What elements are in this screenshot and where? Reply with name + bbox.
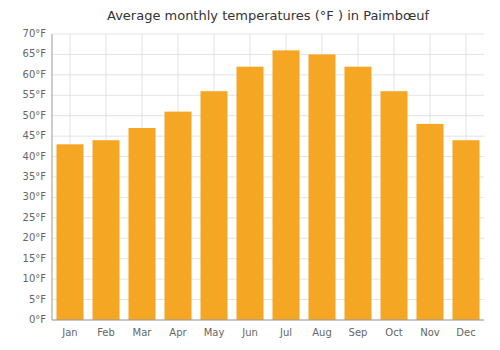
- y-grid-line: [52, 95, 484, 96]
- x-tick-label: Mar: [133, 327, 153, 338]
- x-tick-label: Nov: [420, 327, 440, 338]
- y-tick-label: 70°F: [23, 28, 47, 39]
- y-tick-label: 5°F: [29, 294, 46, 305]
- bar: [273, 50, 300, 320]
- x-tick-label: Sep: [349, 327, 368, 338]
- y-tick-label: 25°F: [23, 212, 47, 223]
- page: {"chart_data": {"type": "bar", "title": …: [0, 0, 500, 350]
- y-grid-line: [52, 34, 484, 35]
- y-tick-label: 60°F: [23, 69, 47, 80]
- y-tick-label: 35°F: [23, 171, 47, 182]
- x-tick-label: Feb: [97, 327, 115, 338]
- y-grid-line: [52, 115, 484, 116]
- chart-container: 0°F 5°F 10°F 15°F 20°F 25°F 30°F 35°F 40°F 45°F 50…: [0, 0, 500, 350]
- x-tick-label: Jun: [241, 327, 258, 338]
- bar: [309, 54, 336, 320]
- x-tick-label: Jul: [279, 327, 292, 338]
- grid: [52, 34, 484, 320]
- bar: [345, 67, 372, 320]
- y-grid-line: [52, 74, 484, 75]
- bar: [417, 124, 444, 320]
- y-tick-label: 10°F: [23, 273, 47, 284]
- bar: [129, 128, 156, 320]
- x-tick-label: Oct: [385, 327, 402, 338]
- x-axis-ticks: Jan Feb Mar Apr May Jun Jul Aug Sep Oct Nov Dec: [61, 327, 475, 338]
- y-tick-label: 40°F: [23, 151, 47, 162]
- bar: [93, 140, 120, 320]
- y-tick-label: 65°F: [23, 48, 47, 59]
- x-tick-label: Dec: [456, 327, 475, 338]
- y-tick-label: 20°F: [23, 232, 47, 243]
- y-tick-label: 0°F: [29, 314, 46, 325]
- bar: [381, 91, 408, 320]
- bar: [165, 112, 192, 320]
- x-tick-label: May: [204, 327, 225, 338]
- x-tick-label: Aug: [312, 327, 332, 338]
- bars: [57, 50, 480, 320]
- y-axis-ticks: 0°F 5°F 10°F 15°F 20°F 25°F 30°F 35°F 40°F 45°F 50…: [23, 28, 47, 325]
- y-axis-line: [52, 34, 53, 320]
- y-tick-label: 45°F: [23, 130, 47, 141]
- x-tick-label: Apr: [169, 327, 187, 338]
- chart: 0°F 5°F 10°F 15°F 20°F 25°F 30°F 35°F 40°F 45°F 50…: [0, 0, 500, 350]
- y-grid-line: [52, 320, 484, 321]
- bar: [237, 67, 264, 320]
- y-grid-line: [52, 54, 484, 55]
- bar: [201, 91, 228, 320]
- y-tick-label: 55°F: [23, 89, 47, 100]
- x-tick-label: Jan: [61, 327, 77, 338]
- y-tick-label: 30°F: [23, 191, 47, 202]
- title: Average monthly temperatures (°F ) in Pa…: [107, 8, 429, 23]
- bar: [57, 144, 84, 320]
- y-tick-label: 50°F: [23, 110, 47, 121]
- y-tick-label: 15°F: [23, 253, 47, 264]
- x-axis-line: [52, 320, 484, 321]
- bar: [453, 140, 480, 320]
